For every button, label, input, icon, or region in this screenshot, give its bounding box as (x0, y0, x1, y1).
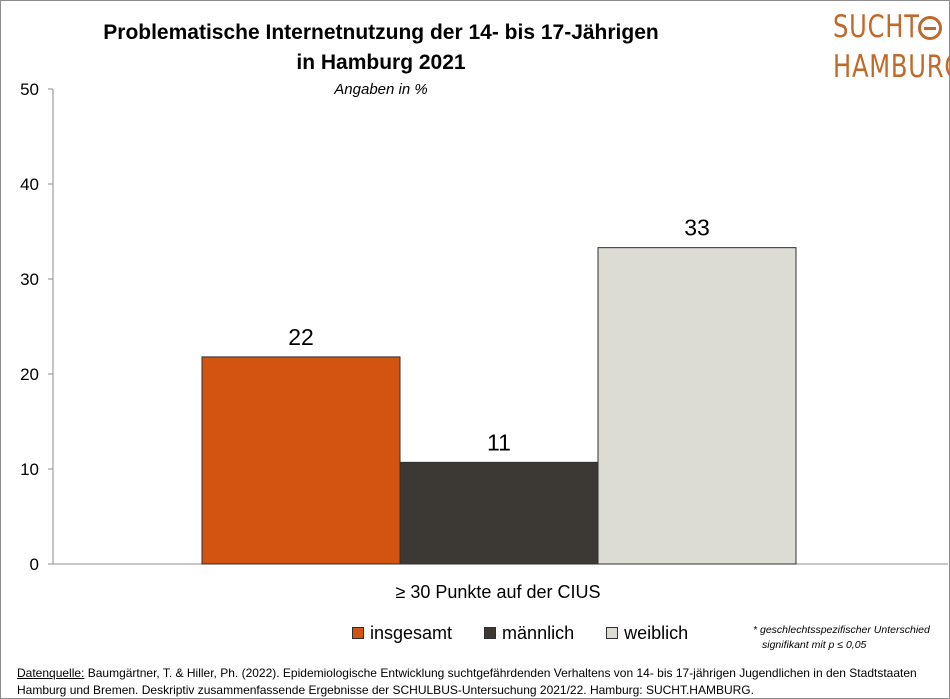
legend-swatch (352, 627, 364, 639)
data-source-text: Baumgärtner, T. & Hiller, Ph. (2022). Ep… (17, 666, 917, 697)
significance-note: * geschlechtsspezifischer Unterschied si… (753, 623, 943, 653)
legend-item-männlich: männlich (484, 623, 574, 644)
chart-legend: insgesamt männlich weiblich (352, 622, 720, 644)
legend-item-weiblich: weiblich (606, 623, 688, 644)
logo-ring-icon (918, 16, 942, 40)
x-category-label: ≥ 30 Punkte auf der CIUS (396, 582, 601, 602)
bar-männlich (399, 461, 599, 565)
y-tick-label: 20 (20, 365, 39, 384)
y-tick-label: 0 (30, 555, 39, 574)
y-tick-label: 10 (20, 460, 39, 479)
data-source: Datenquelle: Baumgärtner, T. & Hiller, P… (17, 665, 937, 699)
legend-label: männlich (502, 622, 575, 643)
logo-text-line-2: HAMBURG (833, 49, 950, 85)
data-label-insgesamt: 22 (288, 324, 314, 350)
data-label-männlich: 11 (487, 429, 511, 455)
y-tick-label: 50 (20, 80, 39, 99)
logo-text-line-1: SUCHT (833, 9, 920, 45)
data-label-weiblich: 33 (684, 215, 710, 241)
significance-note-line-1: * geschlechtsspezifischer Unterschied (753, 624, 930, 636)
y-tick-label: 40 (20, 175, 39, 194)
bar-insgesamt (201, 356, 401, 565)
sucht-hamburg-logo: SUCHT HAMBURG (833, 7, 950, 89)
bar-weiblich (597, 247, 797, 565)
data-source-label: Datenquelle: (17, 666, 85, 680)
legend-label: insgesamt (370, 622, 453, 643)
legend-swatch (484, 627, 497, 639)
significance-note-line-2: signifikant mit p ≤ 0,05 (762, 639, 867, 651)
y-tick-label: 30 (20, 270, 39, 289)
chart-title-line-2: in Hamburg 2021 (296, 51, 466, 74)
chart-title-line-1: Problematische Internetnutzung der 14- b… (103, 21, 659, 44)
chart-subtitle: Angaben in % (334, 81, 428, 98)
legend-swatch (606, 627, 619, 639)
legend-item-insgesamt: insgesamt (352, 623, 452, 644)
legend-label: weiblich (624, 622, 689, 643)
